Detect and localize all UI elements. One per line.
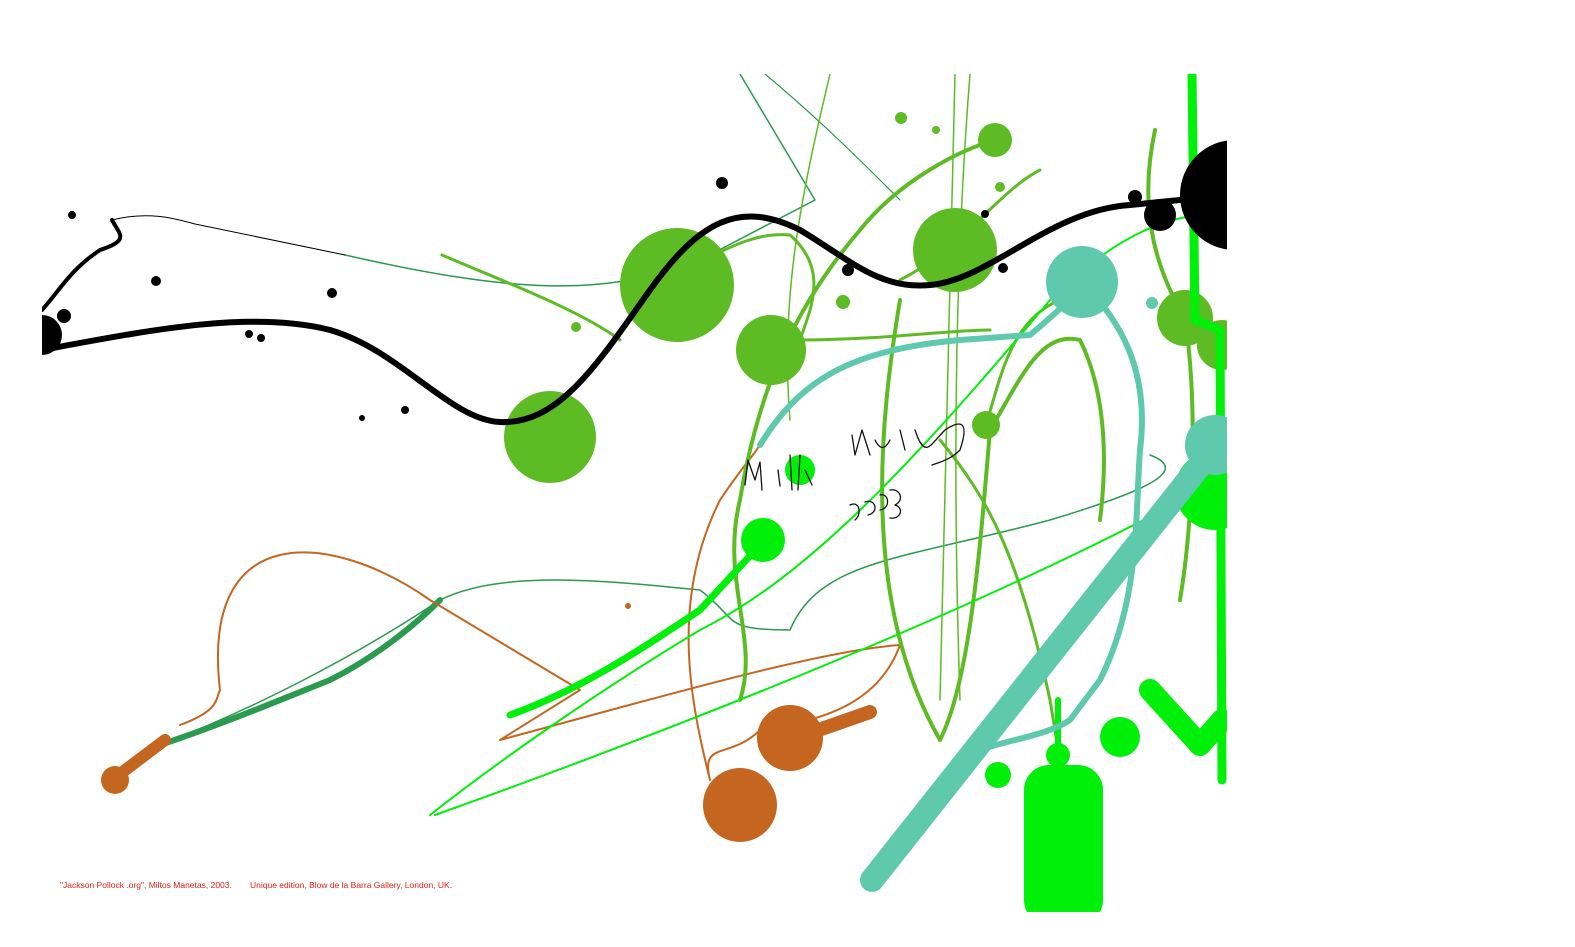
caption-edition: Unique edition, Blow de la Barra Gallery… <box>250 880 452 890</box>
paint-strokes <box>42 74 1227 912</box>
caption-title: "Jackson Pollock .org", Miltos Manetas, … <box>60 880 232 890</box>
